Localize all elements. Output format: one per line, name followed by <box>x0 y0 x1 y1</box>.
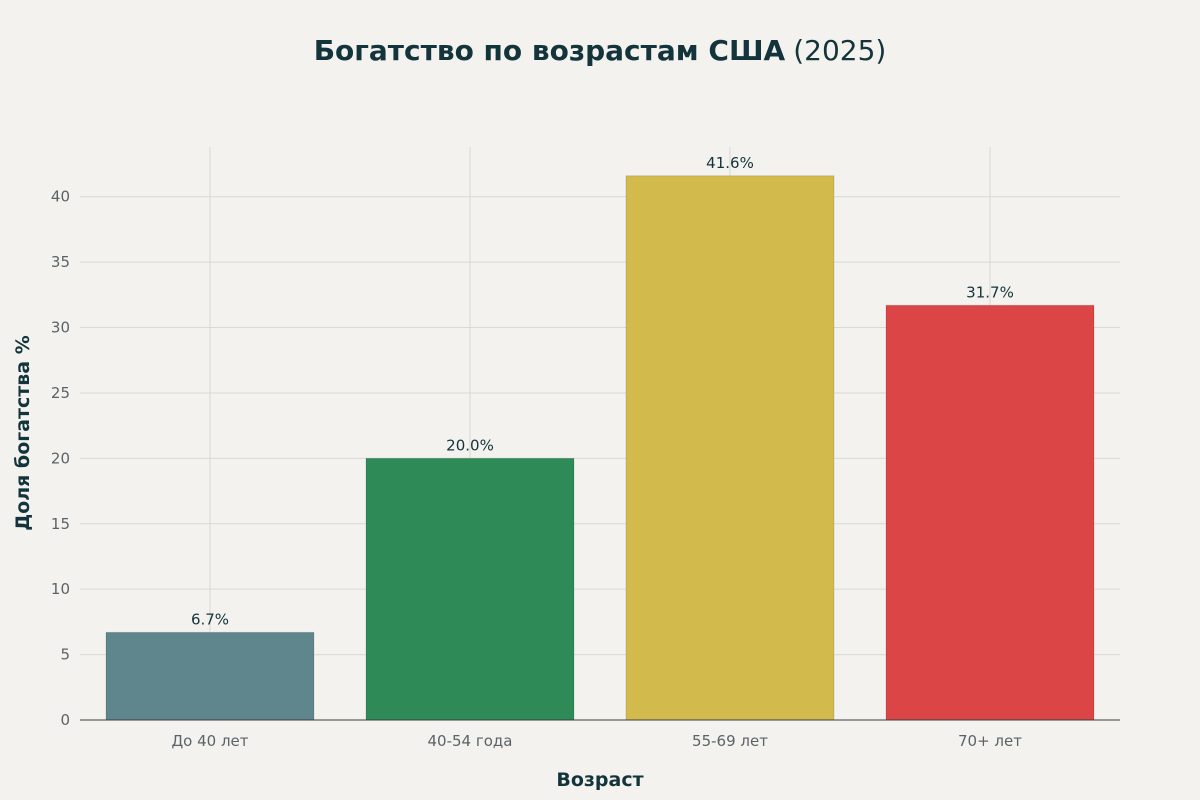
bars-layer <box>105 175 1095 721</box>
y-tick-label: 0 <box>60 711 70 729</box>
y-tick-label: 25 <box>51 384 70 402</box>
chart-title: Богатство по возрастам США (2025) <box>314 34 887 67</box>
y-tick-label: 10 <box>51 580 70 598</box>
bar <box>365 457 575 721</box>
bar-value-label: 31.7% <box>966 283 1014 301</box>
y-tick-label: 5 <box>60 646 70 664</box>
bar <box>885 304 1095 721</box>
y-tick-label: 40 <box>51 188 70 206</box>
y-tick-label: 20 <box>51 449 70 467</box>
chart-title-year: (2025) <box>793 34 886 67</box>
chart-title-main: Богатство по возрастам США <box>314 34 786 67</box>
axis-layer: 0 5 10 15 20 25 30 35 40 До 40 лет 40-54 года 55-69… <box>51 188 1120 750</box>
x-tick-label: 55-69 лет <box>692 732 768 750</box>
bar-value-label: 6.7% <box>191 610 229 628</box>
bar <box>105 631 315 721</box>
x-tick-label: 70+ лет <box>958 732 1022 750</box>
x-tick-label: До 40 лет <box>171 732 248 750</box>
x-tick-label: 40-54 года <box>428 732 513 750</box>
y-tick-label: 35 <box>51 253 70 271</box>
bar-value-label: 41.6% <box>706 154 754 172</box>
bar-value-label: 20.0% <box>446 436 494 454</box>
x-axis-title: Возраст <box>556 769 643 791</box>
y-tick-label: 15 <box>51 515 70 533</box>
bar <box>625 175 835 721</box>
y-axis-title: Доля богатства % <box>12 335 34 531</box>
y-tick-label: 30 <box>51 319 70 337</box>
data-labels-layer: 6.7% 20.0% 41.6% 31.7% <box>191 154 1014 629</box>
